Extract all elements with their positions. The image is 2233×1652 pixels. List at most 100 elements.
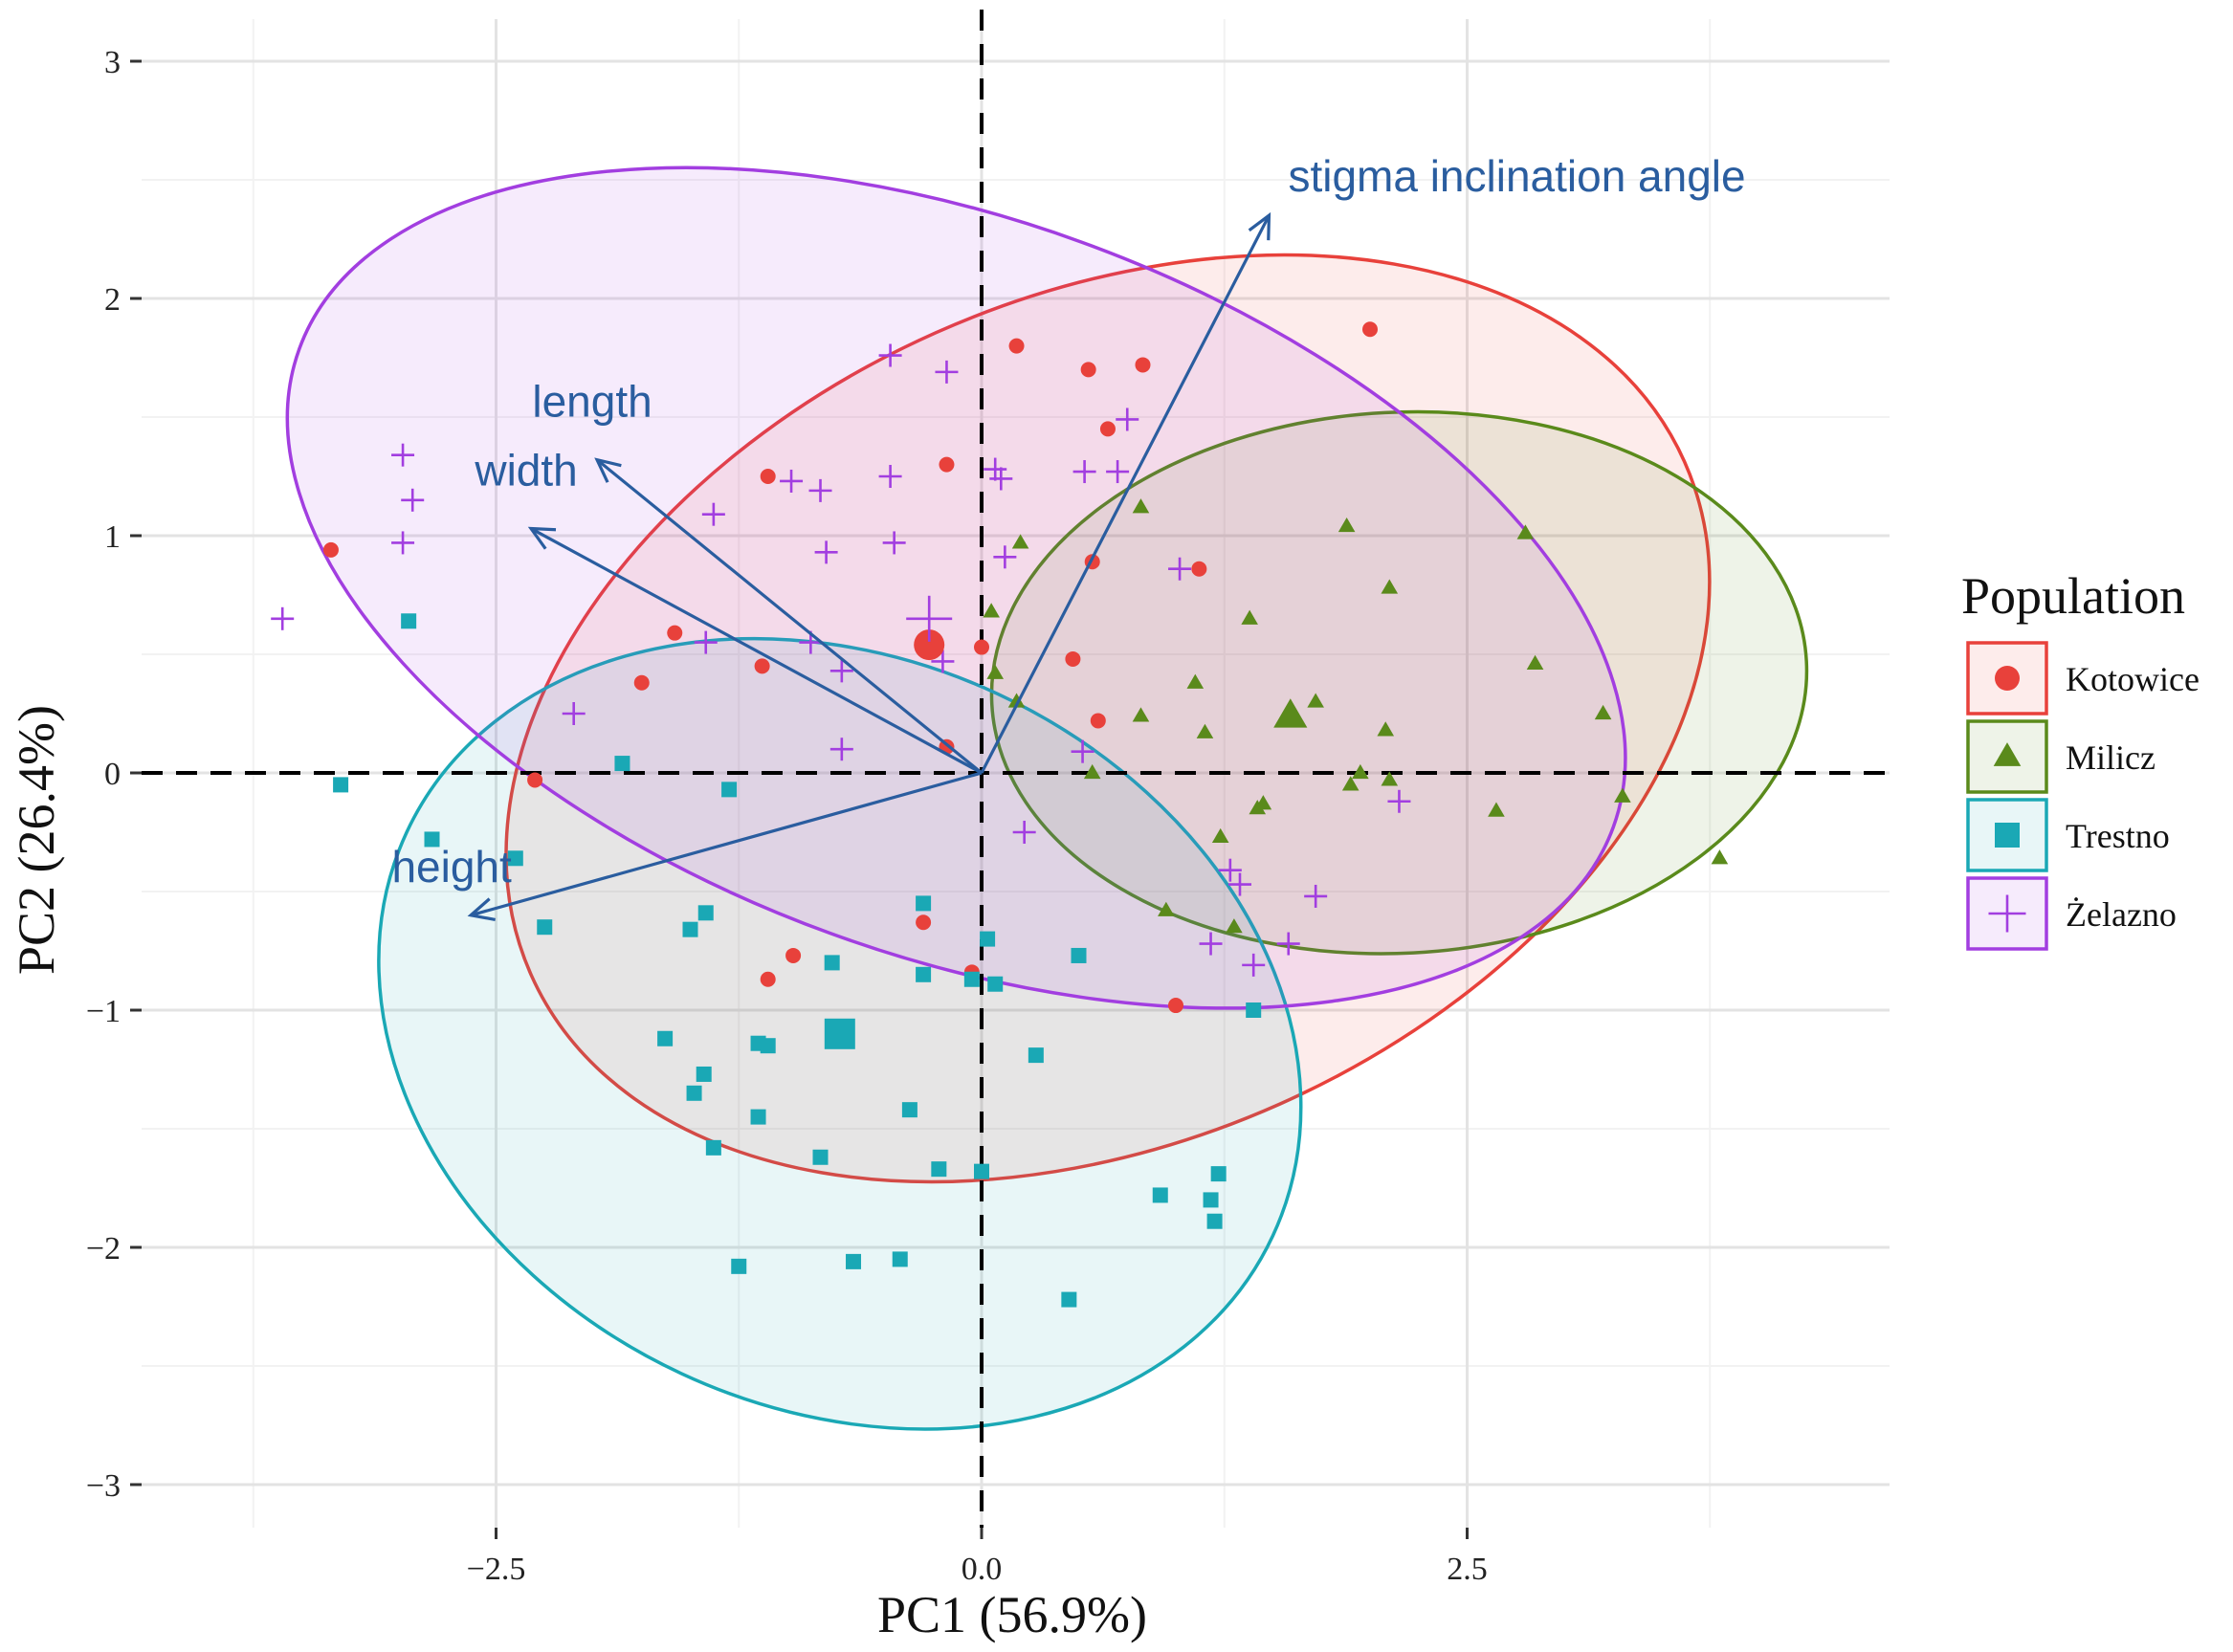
point-trestno [1246,1002,1262,1018]
point-żelazno [993,545,1017,569]
point-milicz [1516,524,1535,540]
point-milicz [1196,723,1214,738]
point-milicz [1307,693,1324,708]
point-żelazno [780,469,804,493]
point-trestno [1061,1291,1077,1308]
point-żelazno [391,443,415,467]
point-trestno [1206,1213,1223,1229]
point-milicz [986,664,1005,679]
point-żelazno [1106,460,1130,484]
point-milicz [983,603,1000,618]
point-trestno [731,1258,747,1274]
point-trestno [682,921,698,937]
ellipse-milicz [989,409,1809,956]
point-trestno [750,1109,766,1125]
data-points [271,321,1729,1308]
point-trestno [424,831,440,848]
point-trestno [686,1085,702,1101]
point-trestno [963,971,980,987]
point-kotowice [1362,321,1378,338]
arrow-width [530,527,983,775]
point-żelazno [1199,932,1223,956]
axis-ticks [130,59,1469,1539]
point-trestno [1071,947,1087,963]
legend-label-żelazno: Żelazno [2066,895,2177,934]
point-żelazno [1218,858,1242,882]
point-kotowice [322,541,339,558]
legend-title: Population [1961,567,2185,625]
point-kotowice [527,772,543,788]
point-kotowice [1008,338,1025,354]
point-milicz [1341,776,1360,791]
point-kotowice [760,971,776,987]
point-żelazno [829,659,853,683]
arrow-height [470,771,983,917]
point-żelazno [1012,821,1036,844]
point-milicz [1381,579,1399,594]
point-trestno [916,895,932,912]
point-milicz [1377,721,1395,737]
point-kotowice [1191,561,1207,577]
point-kotowice [1090,713,1106,729]
point-żelazno [1072,460,1096,484]
point-trestno [1028,1047,1044,1064]
point-milicz [1381,771,1399,786]
y-tick-label: 3 [104,45,121,80]
arrow-stigma-inclination-angle [980,214,1271,774]
point-trestno [974,1163,989,1179]
point-kotowice [785,947,802,963]
point-trestno [892,1251,908,1267]
point-żelazno [882,531,906,555]
point-milicz [1186,673,1205,689]
x-axis-title: PC1 (56.9%) [877,1586,1147,1643]
ellipse-kotowice [504,253,1712,1184]
point-kotowice [1168,998,1183,1014]
point-milicz [1594,704,1612,720]
x-tick-label: 2.5 [1447,1552,1488,1587]
point-milicz [1007,693,1026,708]
y-tick-label: −1 [86,994,121,1029]
point-trestno [333,777,349,793]
point-żelazno [989,467,1013,491]
point-kotowice [1135,357,1151,373]
x-tick-label: 0.0 [962,1552,1003,1587]
point-trestno [1203,1192,1219,1208]
point-trestno [401,613,417,629]
y-tick-label: 0 [104,757,121,792]
point-milicz [1132,707,1150,722]
point-trestno [1152,1187,1168,1203]
point-kotowice [667,625,683,641]
point-milicz [1614,787,1631,803]
y-tick-label: 2 [104,282,121,318]
centroid-kotowice [914,629,945,661]
point-trestno [696,1066,712,1082]
point-żelazno [1387,789,1411,813]
arrow-width-head [527,526,557,550]
point-żelazno [694,630,718,654]
arrow-stigma-inclination-angle-head [1248,211,1271,241]
point-żelazno [984,457,1007,481]
point-żelazno [1116,407,1139,431]
point-żelazno [878,465,902,488]
y-tick-label: −2 [86,1231,121,1267]
point-trestno [507,850,523,867]
point-trestno [705,1139,721,1156]
arrow-length-head [594,457,622,483]
point-żelazno [271,606,295,630]
legend-symbol-trestno [1995,823,2020,848]
point-trestno [987,976,1004,992]
legend-label-kotowice: Kotowice [2066,660,2200,698]
point-żelazno [1276,932,1300,956]
centroid-trestno [824,1018,855,1049]
legend-symbol-milicz [1993,742,2022,766]
point-milicz [1241,609,1258,625]
point-milicz [1338,517,1356,533]
point-kotowice [633,674,650,691]
point-kotowice [1065,650,1081,667]
confidence-ellipses [285,165,1809,1431]
point-trestno [657,1030,674,1046]
axis-tick-labels: −2.5 0.0 2.5 −3 −2 −1 0 1 2 3 [86,45,1488,1587]
point-milicz [1711,849,1729,865]
point-żelazno [1304,884,1328,908]
point-trestno [614,756,630,772]
